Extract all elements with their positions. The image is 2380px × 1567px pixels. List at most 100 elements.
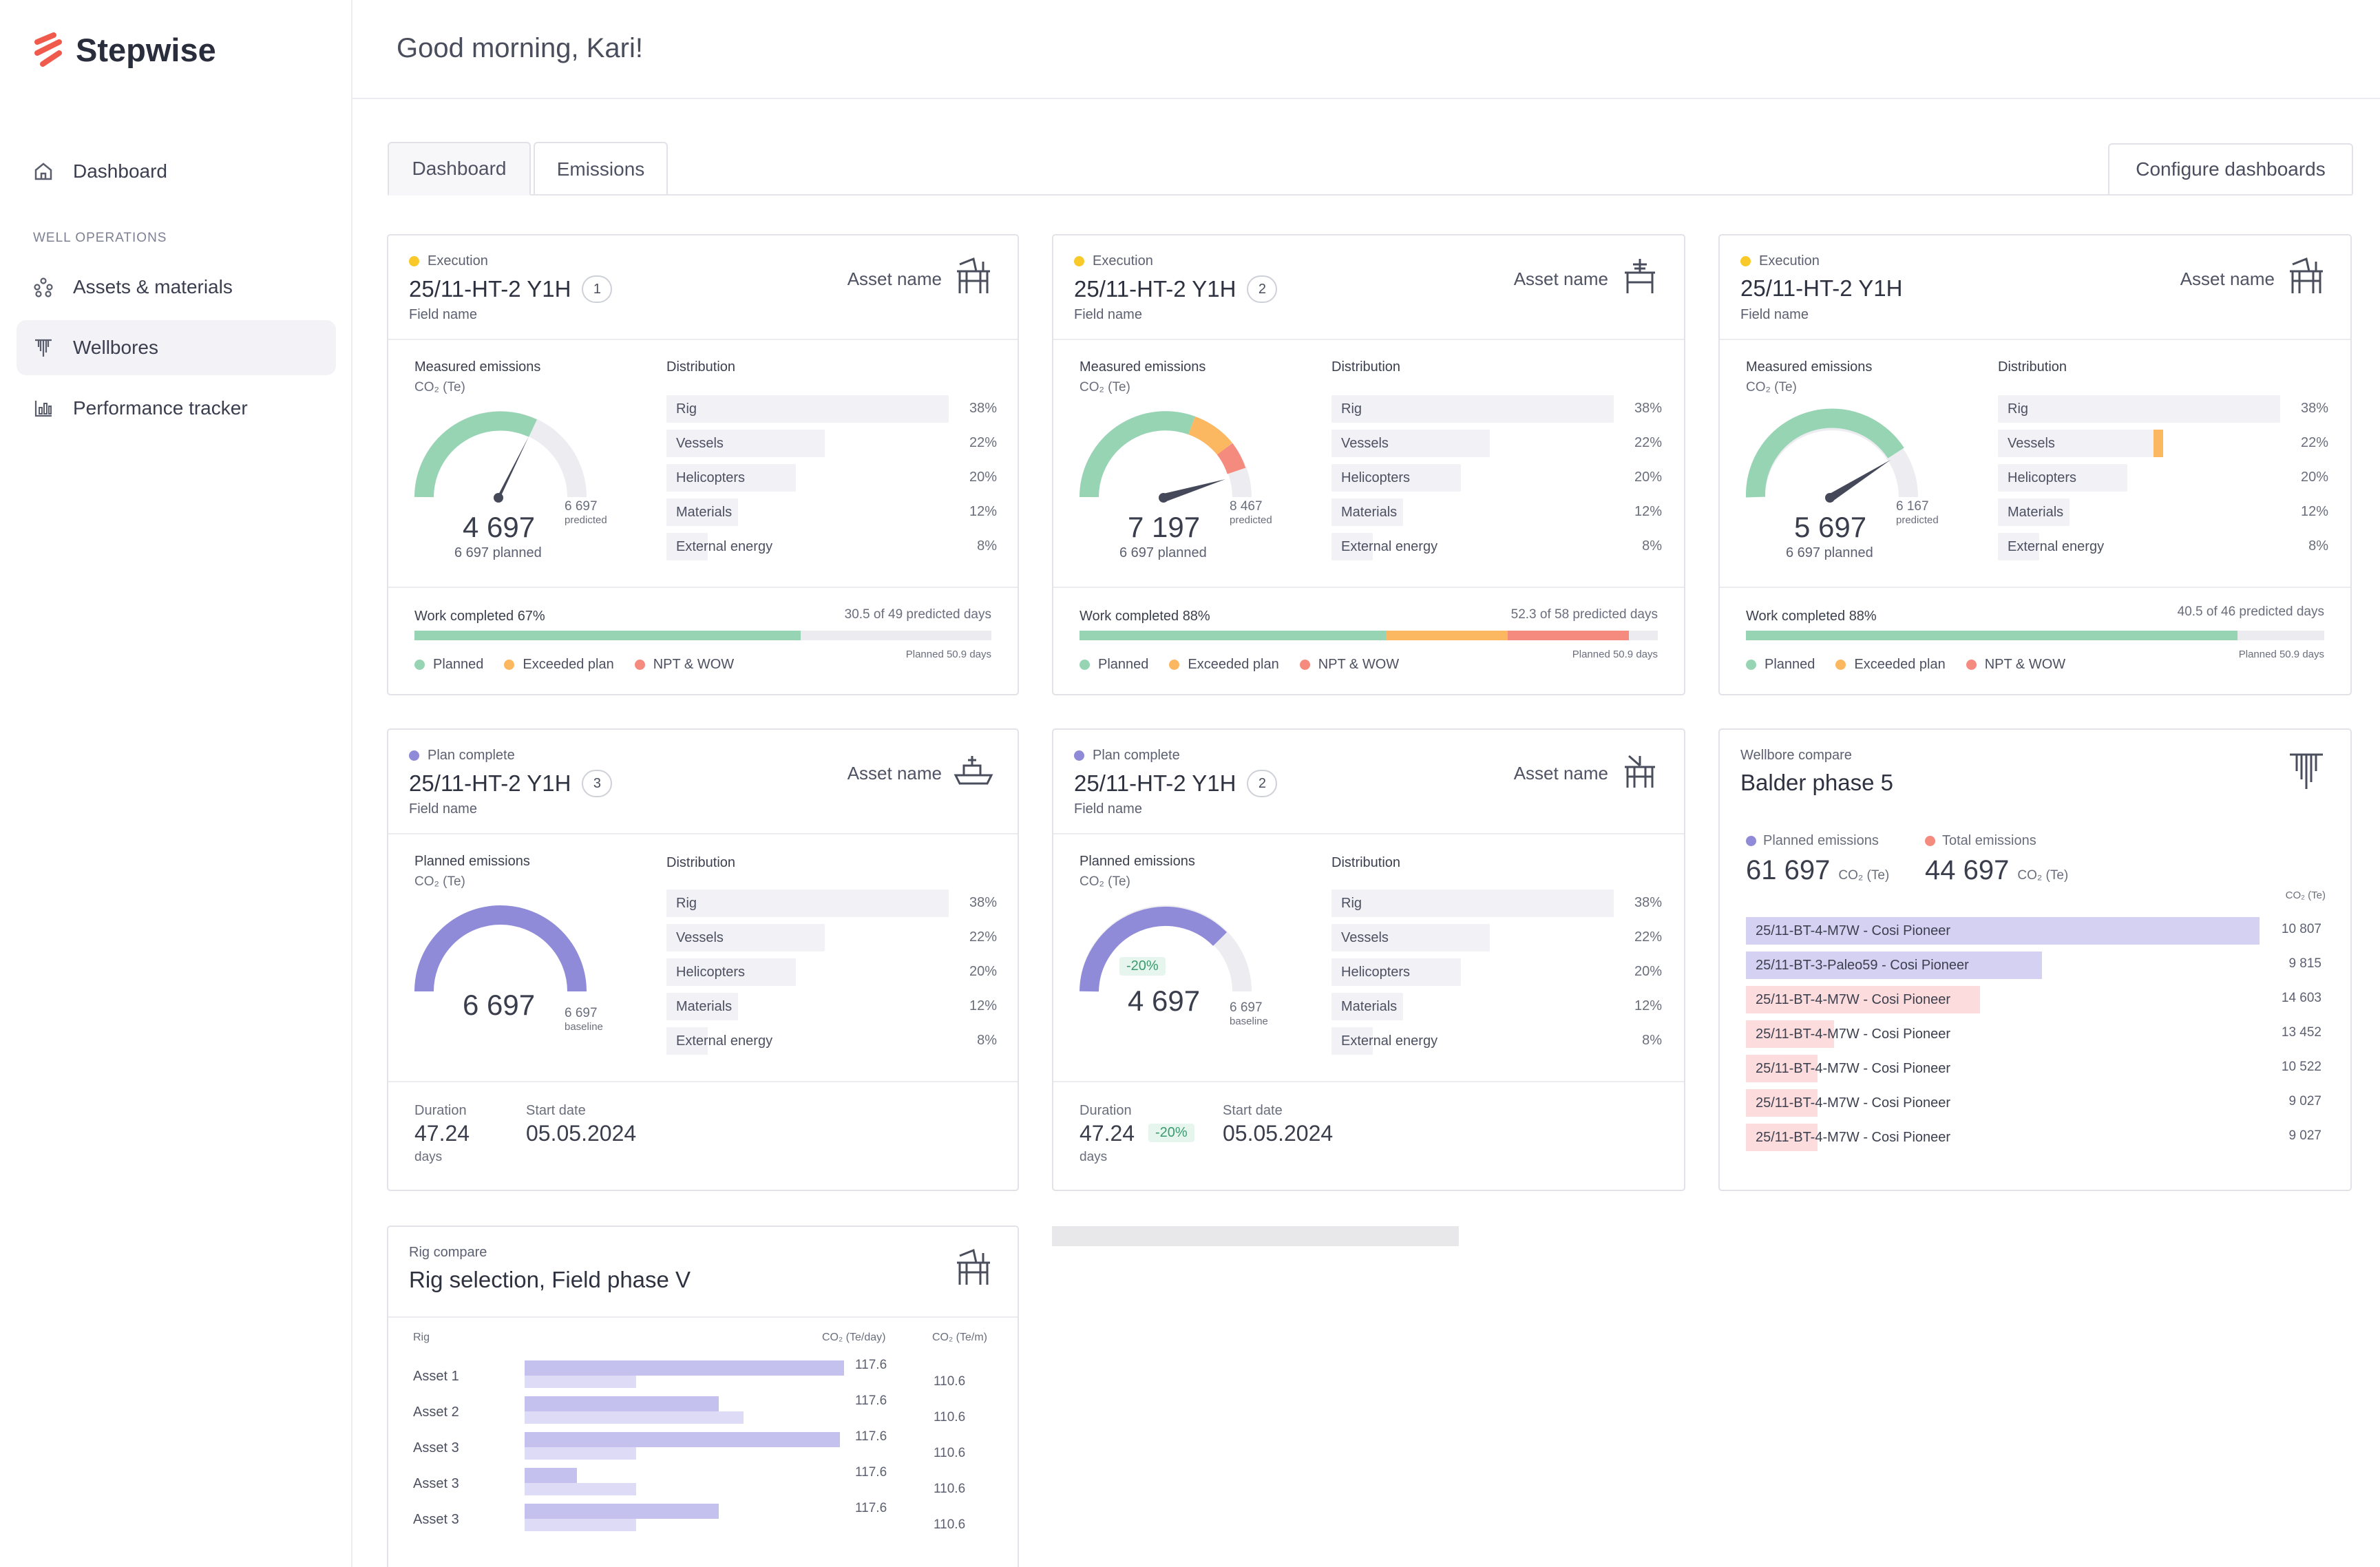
wellbore-row[interactable]: 25/11-BT-4-M7W - Cosi Pioneer 9 027 <box>1746 1089 2321 1117</box>
wellbore-card[interactable]: Execution 25/11-HT-2 Y1H 2 Field name Ass… <box>1052 234 1685 695</box>
home-icon <box>34 162 52 180</box>
wellbore-row[interactable]: 25/11-BT-4-M7W - Cosi Pioneer 13 452 <box>1746 1020 2321 1048</box>
count-badge: 3 <box>582 770 613 797</box>
emissions-gauge <box>1080 905 1252 992</box>
card-title: 25/11-HT-2 Y1H <box>409 770 571 796</box>
oil-rig-icon <box>2290 257 2323 293</box>
emissions-gauge <box>414 905 587 992</box>
distribution-bar <box>666 1027 708 1055</box>
distribution-row: Materials 12% <box>1331 993 1662 1020</box>
sidebar: Stepwise Dashboard WELL OPERATIONS Asset… <box>0 0 352 1567</box>
assets-icon <box>34 277 53 297</box>
card-title: 25/11-HT-2 Y1H <box>1740 275 1903 301</box>
rig-row[interactable]: Asset 1 117.6 110.6 <box>413 1358 984 1395</box>
distribution-label: Materials <box>676 505 733 520</box>
rig-row[interactable]: Asset 3 117.6 110.6 <box>413 1501 984 1538</box>
sidebar-item-performance[interactable]: Performance tracker <box>17 381 336 436</box>
wellbore-card[interactable]: Plan complete 25/11-HT-2 Y1H 3 Field name… <box>387 728 1019 1191</box>
rig-value-day: 117.6 <box>855 1501 887 1515</box>
legend-npt: NPT & WOW <box>1299 657 1399 673</box>
wellbore-compare-card[interactable]: Wellbore compare Balder phase 5 Planned … <box>1718 728 2352 1191</box>
status-text: Execution <box>1759 253 1820 269</box>
distribution-pct: 20% <box>1634 470 1662 485</box>
sidebar-item-label: Dashboard <box>73 160 167 182</box>
tab-dashboard[interactable]: Dashboard <box>388 142 531 196</box>
card-title-row: 25/11-HT-2 Y1H <box>1740 275 1902 302</box>
tab-emissions[interactable]: Emissions <box>534 142 668 196</box>
work-progress-bar <box>1746 631 2324 640</box>
wellbore-row[interactable]: 25/11-BT-4-M7W - Cosi Pioneer 10 522 <box>1746 1055 2321 1082</box>
distribution-label: Materials <box>1341 505 1398 520</box>
wellbore-bar <box>1746 1055 1818 1082</box>
field-name: Field name <box>1074 307 1142 322</box>
nav-section-label: WELL OPERATIONS <box>33 231 167 245</box>
wellbore-bar <box>1746 986 1980 1013</box>
work-completed: Work completed 88% <box>1746 609 1877 624</box>
distribution-pct: 12% <box>1634 504 1662 519</box>
page-title: Good morning, Kari! <box>397 33 643 63</box>
wellbore-row[interactable]: 25/11-BT-3-Paleo59 - Cosi Pioneer 9 815 <box>1746 951 2321 979</box>
gauge-label: Measured emissions <box>414 359 541 375</box>
card-subtitle: Rig compare <box>409 1245 487 1260</box>
distribution-bar <box>1998 498 2070 526</box>
count-badge: 1 <box>582 275 613 303</box>
distribution-bar <box>1998 533 2039 560</box>
gauge-unit: CO₂ (Te) <box>414 874 465 889</box>
rig-bar-m <box>525 1483 636 1495</box>
predicted-value: 8 467 <box>1230 499 1263 514</box>
wellbore-row[interactable]: 25/11-BT-4-M7W - Cosi Pioneer 9 027 <box>1746 1124 2321 1151</box>
sidebar-item-wellbores[interactable]: Wellbores <box>17 320 336 375</box>
distribution-label: Helicopters <box>2008 470 2077 485</box>
wellbore-label: 25/11-BT-4-M7W - Cosi Pioneer <box>1756 1130 1951 1145</box>
divider <box>1720 339 2350 340</box>
distribution-label: Rig <box>676 896 697 911</box>
status-badge: Plan complete <box>1074 748 1180 764</box>
planned-days: Planned 50.9 days <box>905 649 991 660</box>
distribution-row: External energy 8% <box>1998 533 2328 560</box>
asset-name: Asset name <box>847 763 942 784</box>
sidebar-item-dashboard[interactable]: Dashboard <box>17 144 336 199</box>
start-date-label: Start date <box>1223 1103 1283 1118</box>
distribution-bar <box>1331 924 1490 951</box>
distribution-bar <box>1331 464 1461 492</box>
rig-row[interactable]: Asset 2 117.6 110.6 <box>413 1394 984 1431</box>
rig-row[interactable]: Asset 3 117.6 110.6 <box>413 1465 984 1502</box>
wellbore-card[interactable]: Plan complete 25/11-HT-2 Y1H 2 Field name… <box>1052 728 1685 1191</box>
wellbore-row[interactable]: 25/11-BT-4-M7W - Cosi Pioneer 10 807 <box>1746 917 2321 945</box>
progress-planned <box>1080 631 1387 640</box>
distribution-label: Rig <box>1341 896 1362 911</box>
wellbore-label: 25/11-BT-4-M7W - Cosi Pioneer <box>1756 992 1951 1007</box>
distribution-label: Helicopters <box>676 470 746 485</box>
distribution-bar <box>666 533 708 560</box>
distribution-row: External energy 8% <box>1331 1027 1662 1055</box>
sidebar-item-assets[interactable]: Assets & materials <box>17 260 336 315</box>
distribution-label: Vessels <box>2008 436 2055 451</box>
rig-bar-day <box>525 1360 844 1376</box>
wellbore-card[interactable]: Execution 25/11-HT-2 Y1H 1 Field name Ass… <box>387 234 1019 695</box>
distribution-label: Helicopters <box>1341 965 1411 980</box>
legend-npt: NPT & WOW <box>1966 657 2065 673</box>
field-name: Field name <box>409 307 477 322</box>
logo[interactable]: Stepwise <box>33 29 216 70</box>
header: Good morning, Kari! <box>352 0 2380 99</box>
gauge-value: 5 697 <box>1794 511 1867 543</box>
distribution-pct: 20% <box>1634 964 1662 979</box>
emissions-gauge <box>1080 411 1252 503</box>
distribution-label: Vessels <box>676 436 724 451</box>
distribution-pct: 8% <box>1642 1033 1662 1048</box>
wellbore-row[interactable]: 25/11-BT-4-M7W - Cosi Pioneer 14 603 <box>1746 986 2321 1013</box>
wellbore-card[interactable]: Execution 25/11-HT-2 Y1H Field name Asse… <box>1718 234 2352 695</box>
wellbore-bar <box>1746 917 2260 945</box>
distribution-pct: 38% <box>969 401 997 416</box>
baseline-value: 6 697 <box>565 1006 598 1020</box>
distribution-pct: 22% <box>969 929 997 945</box>
work-completed: Work completed 88% <box>1080 609 1210 624</box>
status-text: Execution <box>1093 253 1153 269</box>
gauge-value: 4 697 <box>1128 985 1201 1017</box>
distribution-title: Distribution <box>1331 855 1401 870</box>
distribution-row: Helicopters 20% <box>1331 464 1662 492</box>
rig-compare-card[interactable]: Rig compare Rig selection, Field phase V… <box>387 1226 1019 1567</box>
configure-dashboards-button[interactable]: Configure dashboards <box>2108 143 2353 194</box>
distribution-bar <box>1331 1027 1373 1055</box>
rig-row[interactable]: Asset 3 117.6 110.6 <box>413 1429 984 1466</box>
